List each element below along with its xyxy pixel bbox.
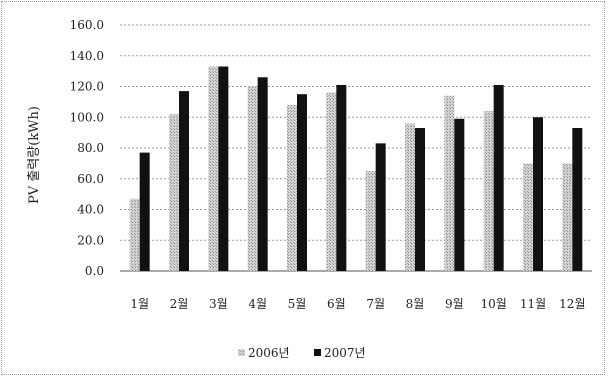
bars (129, 66, 583, 272)
y-axis-label: PV 출력량(kWh) (27, 106, 42, 204)
legend-label: 2006년 (248, 346, 290, 360)
y-tick-label: 140.0 (70, 49, 104, 63)
bar-series-2 (218, 66, 229, 271)
y-tick-label: 0.0 (85, 264, 104, 278)
bar-series-2 (179, 91, 189, 271)
bar-series-2 (454, 118, 465, 271)
y-tick-label: 20.0 (77, 233, 104, 247)
y-tick-label: 80.0 (77, 141, 104, 155)
x-tick-label: 1월 (130, 297, 149, 311)
x-axis-ticks: 1월 2월 3월 4월 5월 6월 7월 8월 9월 10월 11월 12월 (130, 297, 585, 311)
bar-series-1 (247, 86, 258, 271)
bar-series-1 (562, 163, 573, 271)
bar-series-2 (297, 94, 307, 271)
x-tick-label: 9월 (445, 297, 464, 311)
bar-series-2 (336, 84, 347, 272)
bar-series-2 (493, 84, 504, 272)
legend-swatch (314, 349, 321, 356)
x-tick-label: 2월 (170, 297, 189, 311)
legend: 2006년 2007년 (238, 346, 366, 360)
bar-series-1 (405, 123, 415, 272)
bar-series-1 (365, 171, 376, 271)
bar-series-2 (415, 128, 425, 271)
gridlines (120, 24, 592, 272)
y-tick-label: 60.0 (77, 172, 104, 186)
x-tick-label: 8월 (406, 297, 425, 311)
y-tick-label: 40.0 (77, 203, 104, 217)
bar-series-2 (572, 128, 583, 271)
bar-series-1 (169, 114, 179, 271)
y-tick-label: 100.0 (70, 110, 104, 124)
y-axis-ticks: 0.0 20.0 40.0 60.0 80.0 100.0 120.0 140.0 160.0 (70, 18, 104, 278)
bar-series-2 (257, 77, 268, 272)
x-tick-label: 10월 (481, 297, 507, 311)
bar-series-1 (483, 111, 494, 271)
bar-series-2 (375, 143, 386, 271)
x-tick-label: 12월 (559, 297, 585, 311)
bar-series-1 (523, 163, 533, 271)
bar-series-1 (444, 95, 455, 271)
bar-series-2 (139, 152, 150, 271)
x-tick-label: 11월 (520, 297, 546, 311)
bar-series-1 (287, 104, 297, 271)
x-tick-label: 6월 (327, 297, 346, 311)
bar-series-1 (129, 198, 140, 271)
bar-series-2 (533, 117, 543, 271)
x-tick-label: 5월 (288, 297, 307, 311)
legend-label: 2007년 (324, 346, 366, 360)
x-tick-label: 7월 (366, 297, 385, 311)
y-tick-label: 160.0 (70, 18, 104, 32)
bar-series-1 (326, 92, 337, 272)
x-tick-label: 3월 (209, 297, 228, 311)
x-tick-label: 4월 (248, 297, 267, 311)
y-tick-label: 120.0 (70, 80, 104, 94)
bar-series-1 (208, 66, 219, 271)
legend-swatch (238, 349, 245, 356)
